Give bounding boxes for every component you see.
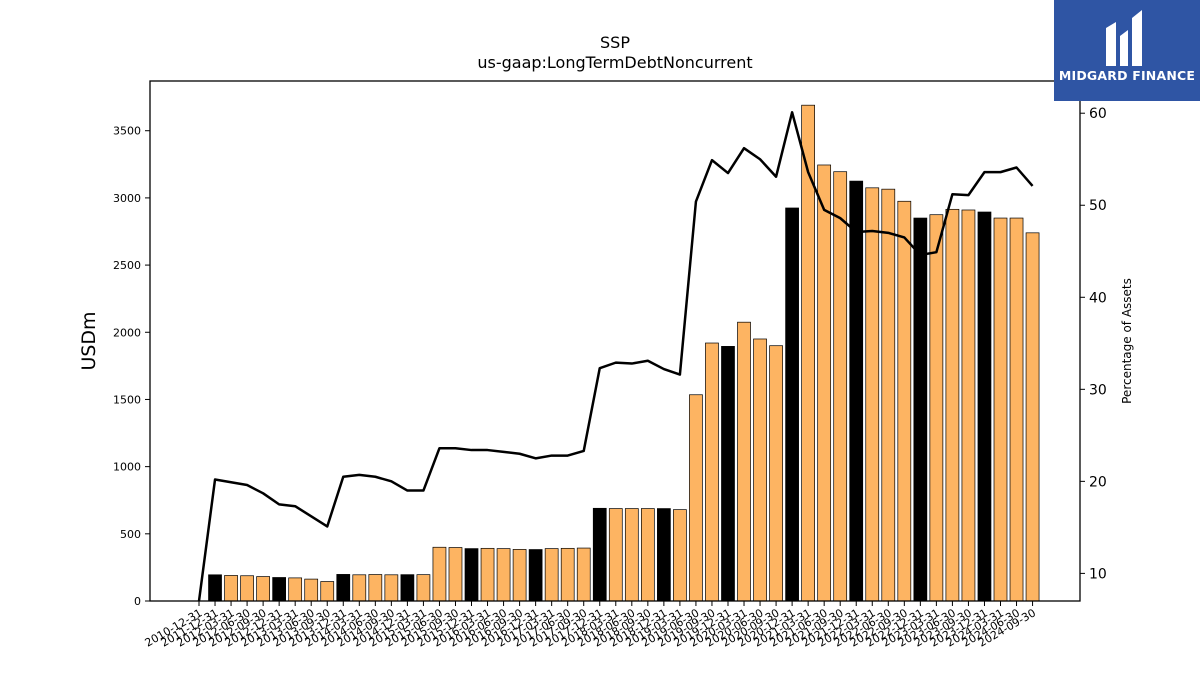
- logo-text: MIDGARD FINANCE: [1058, 68, 1196, 83]
- logo-mark-icon: [1106, 10, 1142, 66]
- bar: [416, 574, 431, 602]
- bar: [272, 577, 286, 602]
- bar: [608, 508, 623, 602]
- y-axis-right: 10 20 30 40 50 60: [1080, 106, 1107, 582]
- bar: [528, 549, 543, 602]
- brand-logo: MIDGARD FINANCE: [1054, 0, 1200, 101]
- bar: [624, 508, 639, 602]
- bar: [929, 214, 944, 602]
- y-tick-label: 1000: [113, 461, 141, 474]
- bar: [512, 549, 527, 602]
- bar: [961, 209, 976, 602]
- bar: [849, 180, 864, 602]
- bar: [1025, 232, 1040, 602]
- bar: [256, 576, 270, 602]
- bar: [801, 104, 815, 602]
- y2-axis-label: Percentage of Assets: [1120, 278, 1134, 404]
- bar: [432, 546, 447, 602]
- bar: [576, 547, 591, 602]
- bar: [480, 547, 495, 602]
- bar: [320, 581, 335, 602]
- bar: [592, 507, 607, 602]
- y-tick-label: 0: [134, 595, 141, 608]
- bar: [368, 574, 383, 602]
- y2-tick-label: 50: [1089, 198, 1107, 214]
- y2-tick-label: 20: [1089, 474, 1107, 490]
- y2-tick-label: 10: [1089, 566, 1107, 582]
- y-tick-label: 500: [120, 528, 141, 541]
- bar: [1009, 217, 1024, 602]
- chart-subtitle: us-gaap:LongTermDebtNoncurrent: [477, 53, 752, 72]
- bar: [881, 188, 896, 602]
- bar: [737, 321, 751, 602]
- bar: [208, 574, 222, 602]
- bar: [464, 548, 479, 602]
- bar: [448, 547, 463, 602]
- bar: [496, 548, 511, 602]
- bar: [689, 394, 703, 602]
- bars-layer: [208, 104, 1040, 602]
- bar: [897, 200, 912, 602]
- bar: [945, 208, 960, 602]
- bar: [785, 207, 799, 602]
- y-tick-label: 3500: [113, 125, 141, 138]
- y-axis-left: 0 500 1000 1500 2000 2500 3000 3500: [113, 125, 150, 608]
- bar: [352, 574, 367, 602]
- line-layer: [197, 111, 1034, 602]
- bar: [657, 508, 671, 602]
- bar: [400, 574, 415, 602]
- bar: [705, 342, 719, 602]
- chart-title: SSP: [600, 33, 630, 52]
- bar: [544, 548, 559, 602]
- bar: [769, 345, 783, 602]
- y2-tick-label: 60: [1089, 106, 1107, 122]
- bar: [304, 578, 319, 602]
- y-axis-label: USDm: [78, 311, 100, 370]
- bar: [817, 164, 832, 602]
- bar: [673, 509, 687, 602]
- bar: [993, 217, 1008, 602]
- bar: [224, 575, 238, 602]
- bar: [640, 508, 655, 602]
- bar: [336, 574, 351, 602]
- bar: [913, 217, 928, 602]
- bar: [288, 577, 303, 602]
- bar: [560, 547, 575, 602]
- y2-tick-label: 40: [1089, 290, 1107, 306]
- bar: [977, 211, 992, 602]
- bar: [721, 346, 735, 602]
- bar: [753, 338, 767, 602]
- bar: [833, 171, 848, 602]
- x-axis: 2010-12-312011-12-312012-03-312012-06-30…: [143, 601, 1038, 650]
- y-tick-label: 2500: [113, 259, 141, 272]
- percentage-line: [197, 111, 1034, 602]
- bar: [240, 575, 254, 602]
- plot-frame: [149, 80, 1081, 602]
- y-tick-label: 2000: [113, 326, 141, 339]
- bar: [384, 574, 399, 602]
- y2-tick-label: 30: [1089, 382, 1107, 398]
- y-tick-label: 3000: [113, 192, 141, 205]
- bar: [865, 187, 880, 602]
- y-tick-label: 1500: [113, 393, 141, 406]
